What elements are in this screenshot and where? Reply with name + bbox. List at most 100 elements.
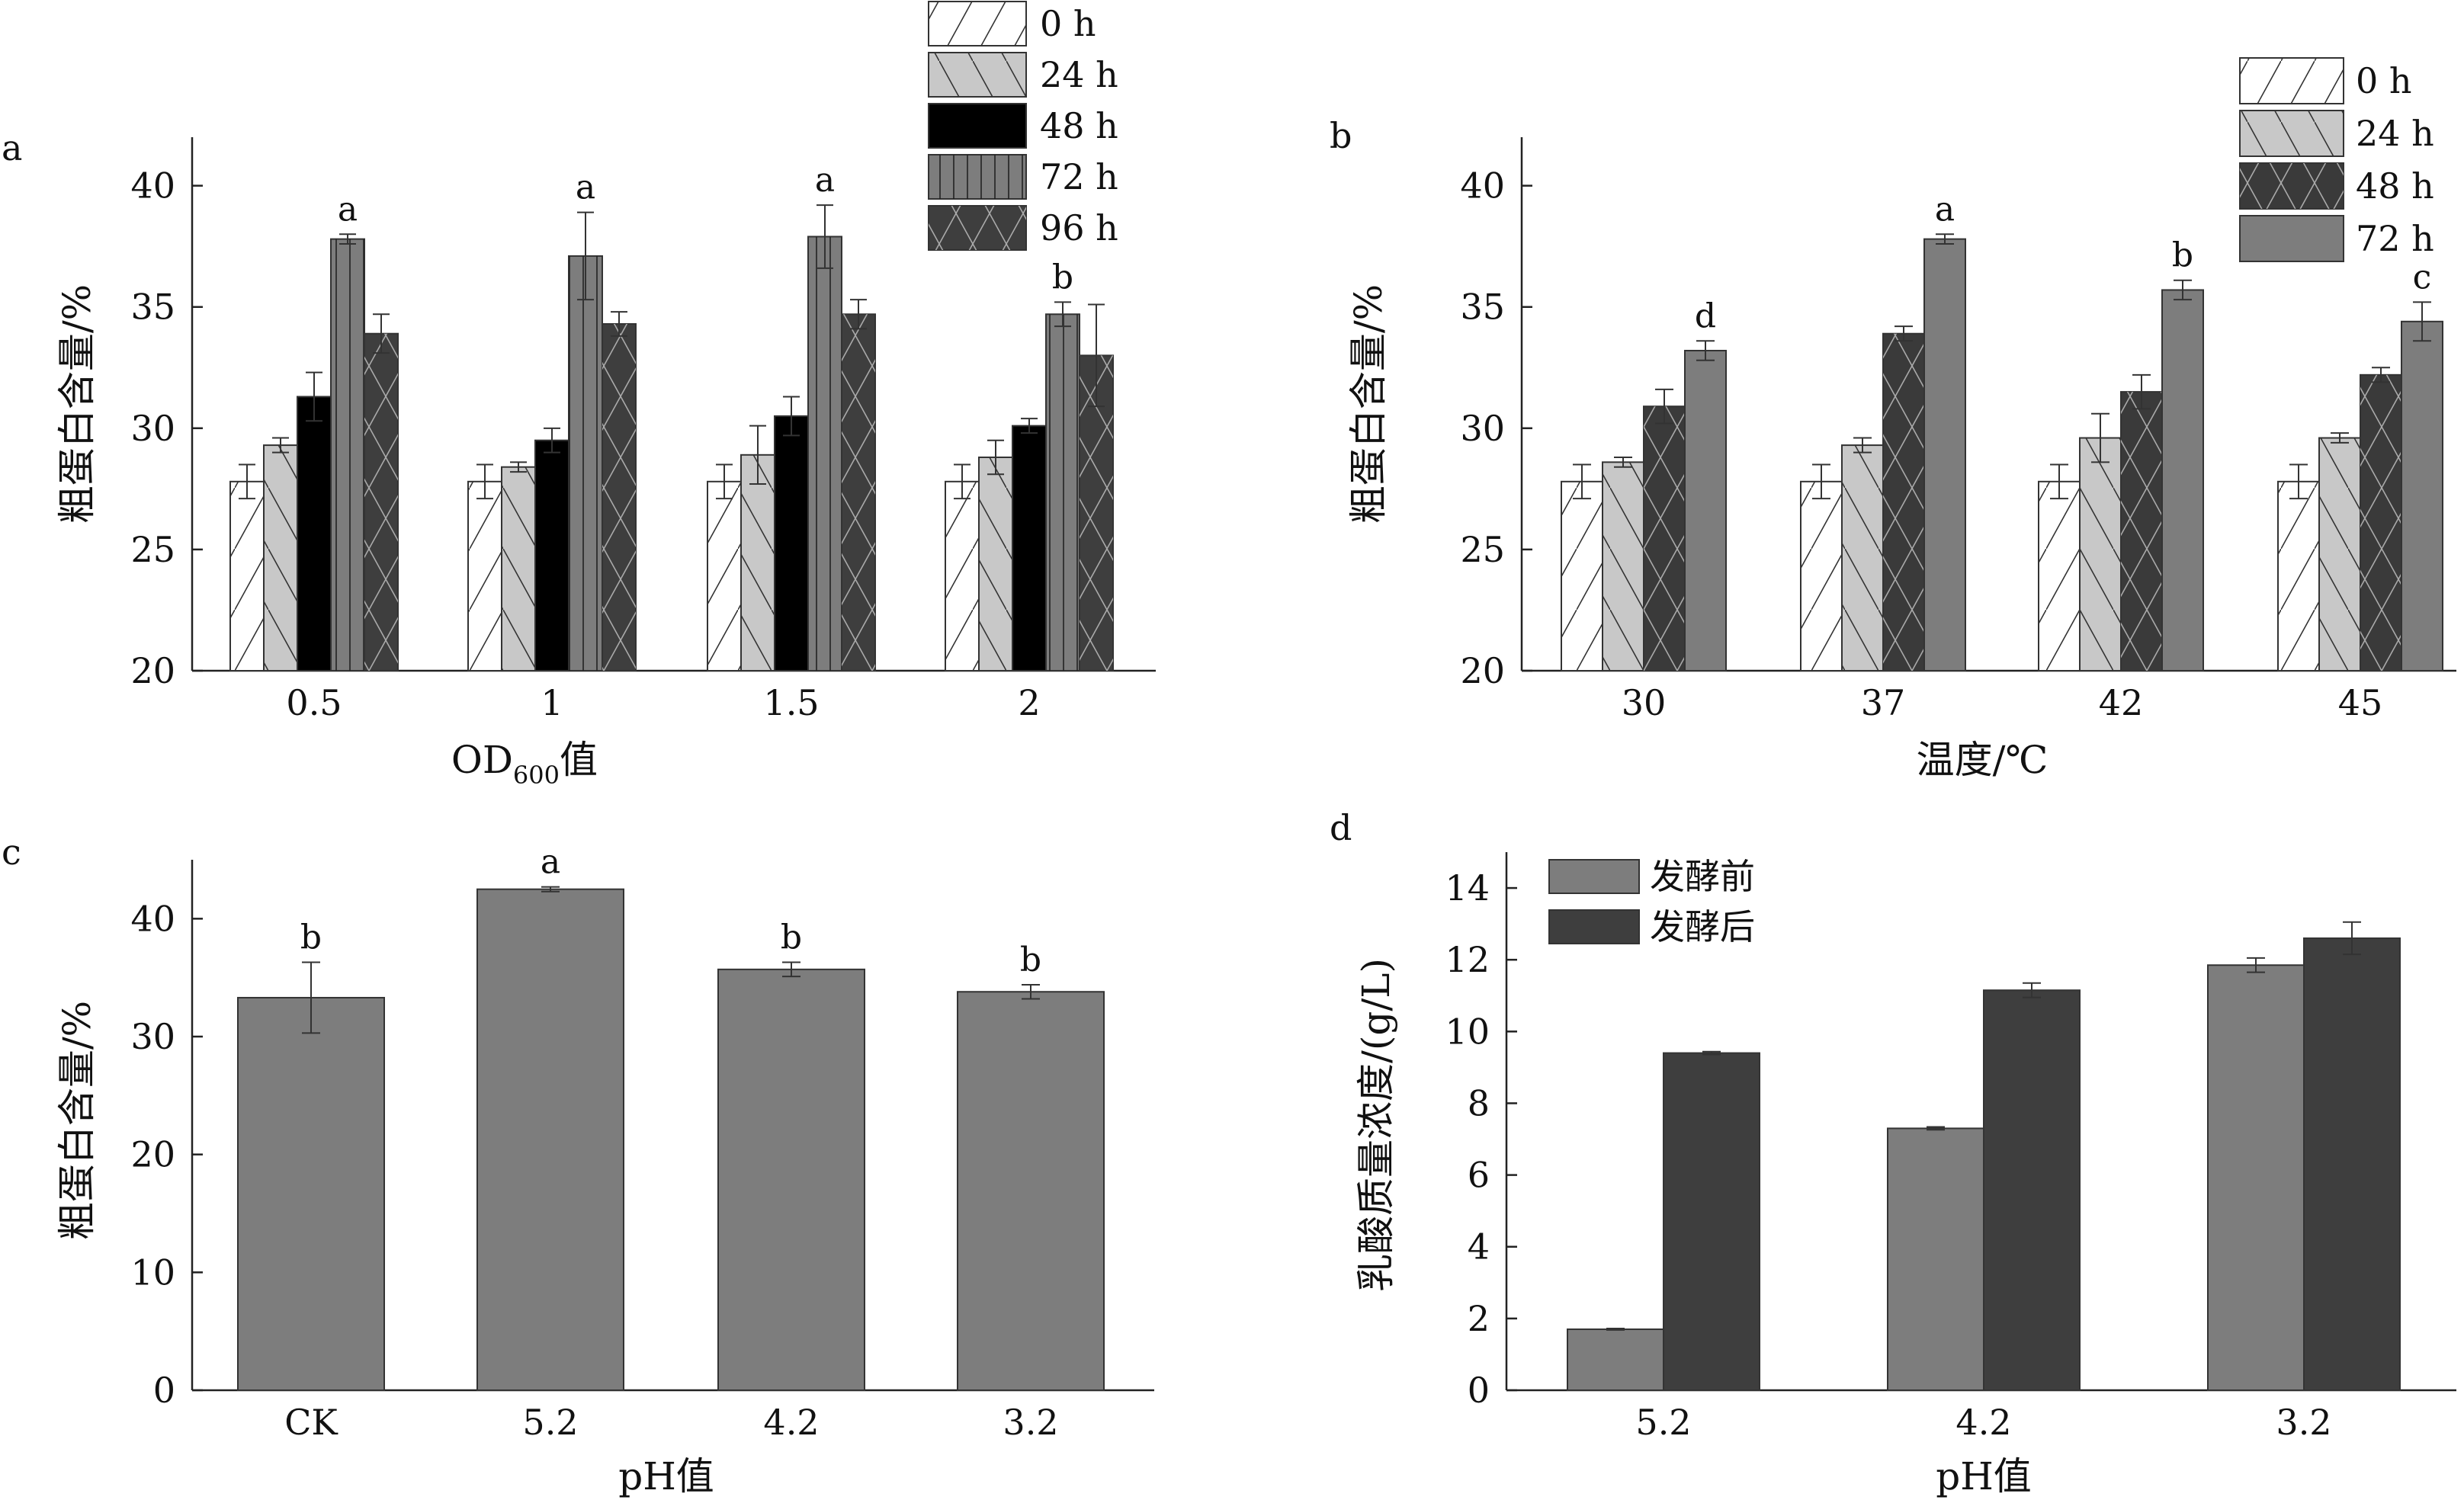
y-tick-label: 35 bbox=[130, 287, 175, 328]
bar bbox=[1923, 238, 1966, 671]
y-tick-label: 20 bbox=[130, 650, 175, 691]
error-bar bbox=[2132, 373, 2151, 410]
bar-hatch bbox=[707, 481, 741, 671]
error-bar bbox=[239, 463, 255, 500]
error-bar bbox=[1853, 437, 1872, 454]
bar bbox=[534, 439, 569, 672]
y-tick-label: 40 bbox=[1460, 165, 1505, 207]
bar-hatch bbox=[569, 255, 602, 671]
legend-swatch bbox=[928, 103, 1027, 149]
chart-panel-c: c 粗蛋白含量/% pH值 0 10 20 30 40 CK 5.2 4.2 3.2 b a b b bbox=[2, 832, 1154, 1498]
significance-letter: b bbox=[1052, 258, 1073, 296]
panel-letter-d: d bbox=[1330, 807, 1352, 848]
error-bar bbox=[1702, 1050, 1721, 1056]
error-bar bbox=[2331, 432, 2349, 444]
error-bar bbox=[2372, 367, 2390, 383]
significance-letter: b bbox=[2172, 236, 2193, 275]
x-tick-label: CK bbox=[284, 1402, 338, 1443]
chart-panel-d: d 乳酸质量浓度/(g/L) pH值 0 2 4 6 8 10 12 14 5.2 4.2 3.2 发… bbox=[1330, 807, 2456, 1498]
error-bar bbox=[1895, 325, 1913, 342]
x-tick-label: 2 bbox=[1018, 682, 1040, 723]
significance-letter: a bbox=[1935, 190, 1955, 229]
error-bar bbox=[339, 233, 356, 245]
bar-hatch bbox=[468, 481, 502, 671]
legend-swatch-hatch bbox=[2240, 163, 2344, 209]
error-bar bbox=[1606, 1328, 1625, 1331]
error-bar bbox=[2023, 982, 2041, 998]
error-bar bbox=[1696, 340, 1715, 361]
bar-hatch bbox=[808, 236, 842, 671]
significance-letter: c bbox=[2413, 258, 2432, 296]
significance-letter: b bbox=[300, 918, 322, 957]
error-bar bbox=[1927, 1126, 1945, 1131]
y-tick-label: 30 bbox=[130, 408, 175, 449]
x-tick-label: 4.2 bbox=[763, 1402, 819, 1443]
y-tick-label: 10 bbox=[1445, 1011, 1490, 1052]
error-bar bbox=[510, 461, 527, 473]
bar bbox=[1567, 1328, 1664, 1392]
x-tick-label: 4.2 bbox=[1955, 1402, 2011, 1443]
error-bar bbox=[2247, 957, 2265, 973]
error-bar bbox=[1054, 301, 1071, 328]
panel-letter-b: b bbox=[1330, 115, 1352, 156]
bar-hatch bbox=[502, 466, 535, 671]
legend: 0 h 24 h 48 h 72 h 96 h bbox=[928, 1, 1118, 251]
significance-letter: b bbox=[781, 918, 802, 957]
y-axis-title-d: 乳酸质量浓度/(g/L) bbox=[1354, 958, 1398, 1292]
legend-swatch bbox=[2239, 215, 2344, 262]
error-bar bbox=[577, 211, 594, 301]
y-axis-title-c: 粗蛋白含量/% bbox=[55, 1001, 99, 1240]
bar-hatch bbox=[364, 333, 398, 671]
y-tick-label: 20 bbox=[130, 1134, 175, 1175]
y-tick-label: 25 bbox=[130, 529, 175, 570]
panel-letter-c: c bbox=[2, 832, 21, 873]
x-tick-label: 3.2 bbox=[2276, 1402, 2331, 1443]
legend-label: 24 h bbox=[1040, 54, 1118, 95]
legend: 0 h 24 h 48 h 72 h bbox=[2239, 57, 2434, 262]
x-tick-label: 30 bbox=[1622, 682, 1667, 723]
legend-label: 发酵后 bbox=[1650, 906, 1755, 947]
bar bbox=[1684, 350, 1727, 671]
significance-letter: a bbox=[576, 168, 595, 207]
legend-swatch-hatch bbox=[2240, 58, 2344, 104]
y-tick-label: 25 bbox=[1460, 529, 1505, 570]
error-bar bbox=[1812, 463, 1830, 500]
y-tick-label: 2 bbox=[1468, 1298, 1490, 1339]
legend-label: 96 h bbox=[1040, 207, 1118, 248]
bar-hatch bbox=[1561, 481, 1603, 671]
error-bar bbox=[782, 961, 800, 978]
error-bar bbox=[749, 425, 766, 485]
bar bbox=[297, 396, 332, 671]
bar bbox=[957, 991, 1105, 1391]
legend-swatch-hatch bbox=[929, 2, 1026, 46]
legend-swatch-hatch bbox=[929, 155, 1026, 199]
y-tick-label: 40 bbox=[130, 898, 175, 939]
significance-letter: d bbox=[1695, 296, 1716, 335]
y-tick-label: 10 bbox=[130, 1252, 175, 1293]
bar-hatch bbox=[2360, 374, 2401, 671]
x-tick-label: 1 bbox=[541, 682, 563, 723]
bar bbox=[2207, 964, 2305, 1391]
x-tick-label: 5.2 bbox=[522, 1402, 578, 1443]
error-bar bbox=[2413, 301, 2431, 342]
bar-hatch bbox=[1842, 445, 1883, 671]
legend-swatch bbox=[1548, 859, 1640, 894]
bar bbox=[2303, 937, 2401, 1391]
svg-text:粗蛋白含量/%: 粗蛋白含量/% bbox=[1346, 284, 1391, 524]
bar-hatch bbox=[1801, 481, 1842, 671]
bar bbox=[774, 415, 809, 672]
x-axis-title-d: pH值 bbox=[1936, 1454, 2032, 1498]
error-bar bbox=[850, 299, 867, 330]
legend-label: 48 h bbox=[2356, 165, 2434, 207]
bar-hatch bbox=[2080, 438, 2121, 671]
x-tick-label: 1.5 bbox=[763, 682, 819, 723]
significance-letter: b bbox=[1020, 941, 1041, 979]
error-bar bbox=[2091, 412, 2109, 463]
bar-hatch bbox=[1603, 462, 1644, 671]
error-bar bbox=[1021, 418, 1038, 434]
x-axis-title-c: pH值 bbox=[618, 1454, 714, 1498]
legend-label: 发酵前 bbox=[1650, 856, 1755, 897]
